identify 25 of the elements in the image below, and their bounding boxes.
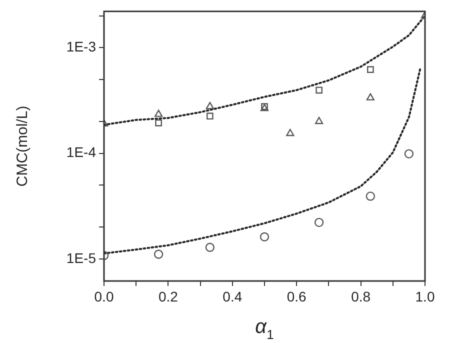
point: [154, 110, 163, 117]
x-tick-label: 0.4: [222, 288, 242, 304]
x-tick-label: 0.2: [158, 288, 178, 304]
point: [316, 86, 322, 94]
point: [206, 102, 214, 110]
x-tick-label: 0.8: [351, 288, 371, 304]
point: [286, 128, 294, 136]
point: [366, 93, 374, 100]
y-tick-label: 1E-4: [66, 144, 96, 160]
point: [205, 242, 215, 252]
point: [154, 250, 164, 259]
x-tick-label: 0.6: [286, 288, 307, 304]
point: [366, 192, 376, 201]
point: [206, 112, 214, 120]
y-tick-label: 1E-5: [66, 250, 96, 266]
point: [260, 232, 270, 242]
point: [315, 116, 324, 124]
x-tick-label: 0.0: [94, 288, 114, 304]
y-tick-label: 1E-3: [66, 38, 96, 54]
point: [367, 66, 374, 73]
y-axis-title: CMC(mol/L): [14, 106, 32, 187]
x-tick-label: 1.0: [415, 288, 435, 304]
point: [404, 149, 414, 158]
point: [314, 218, 324, 228]
point: [155, 119, 162, 126]
